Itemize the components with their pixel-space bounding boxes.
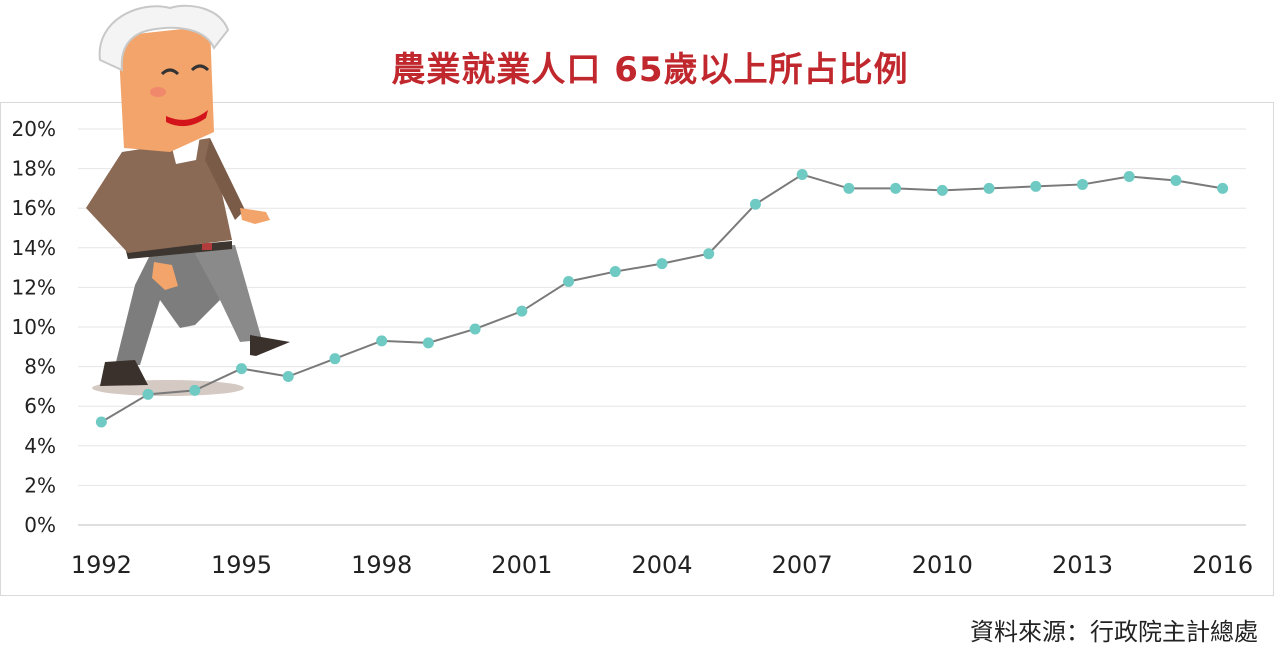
data-point: [1030, 180, 1042, 192]
eye-shape-left: [160, 68, 180, 76]
hair-shape: [98, 4, 230, 72]
series-polyline: [100, 173, 1223, 423]
data-point: [516, 305, 528, 317]
data-point: [656, 258, 668, 270]
y-tick-label: 10%: [12, 315, 56, 339]
hand-shape: [240, 208, 270, 224]
y-tick-label: 2%: [24, 473, 56, 497]
data-point: [95, 416, 107, 428]
data-point: [469, 323, 481, 335]
y-tick-label: 12%: [12, 275, 56, 299]
belt-buckle-shape: [202, 243, 212, 250]
eye-shape-right: [190, 64, 210, 72]
series-line: [100, 173, 1223, 423]
x-tick-label: 2010: [912, 551, 973, 579]
data-point: [142, 388, 154, 400]
mouth-shape: [166, 110, 208, 127]
data-point: [189, 384, 201, 396]
series-markers: [95, 169, 1229, 428]
trousers-shape-back: [192, 245, 262, 342]
x-tick-label: 2001: [491, 551, 552, 579]
y-tick-label: 0%: [24, 513, 56, 537]
shoe-shape-back: [250, 335, 290, 356]
data-point: [843, 182, 855, 194]
data-point: [1217, 182, 1229, 194]
trousers-shape: [115, 248, 220, 366]
data-point: [282, 371, 294, 382]
x-tick-label: 1992: [71, 551, 132, 579]
sweater-shape: [86, 138, 232, 253]
y-tick-label: 20%: [12, 117, 56, 141]
y-tick-label: 4%: [24, 434, 56, 458]
chart-title: 農業就業人口 65歲以上所占比例: [391, 50, 909, 90]
data-point: [1123, 171, 1135, 183]
sweater-arm-shape: [205, 138, 245, 220]
gridlines: [78, 128, 1246, 526]
x-tick-label: 2004: [631, 551, 692, 579]
data-point: [1170, 174, 1182, 186]
data-point: [796, 169, 808, 181]
elderly-farmer-illustration: [86, 4, 290, 396]
y-tick-label: 6%: [24, 394, 56, 418]
data-point: [890, 182, 902, 194]
data-point: [563, 275, 575, 287]
x-tick-label: 2007: [772, 551, 833, 579]
data-point: [1076, 178, 1088, 190]
data-point: [703, 248, 715, 260]
cheek-shape: [150, 87, 166, 97]
x-tick-label: 1998: [351, 551, 412, 579]
data-point: [609, 266, 621, 278]
shoe-shape: [100, 360, 148, 386]
y-tick-label: 8%: [24, 355, 56, 379]
y-tick-label: 16%: [12, 196, 56, 220]
y-tick-label: 18%: [12, 157, 56, 181]
x-tick-label: 1995: [211, 551, 272, 579]
data-point: [422, 337, 434, 349]
face-shape: [118, 26, 214, 152]
x-tick-label: 2016: [1192, 551, 1253, 579]
hand-shape-front: [152, 262, 178, 290]
x-axis-ticks: 1992 1995 1998 2001 2004 2007 2010 2013 2016: [71, 551, 1253, 579]
data-point: [983, 182, 995, 194]
data-point: [749, 198, 761, 210]
data-point: [236, 363, 248, 375]
source-note: 資料來源：行政院主計總處: [970, 618, 1258, 646]
data-point: [376, 335, 388, 347]
data-point: [329, 353, 341, 365]
y-tick-label: 14%: [12, 236, 56, 260]
data-point: [936, 184, 948, 196]
x-tick-label: 2013: [1052, 551, 1113, 579]
y-axis-ticks: 0% 2% 4% 6% 8% 10% 12% 14% 16% 18% 20%: [12, 117, 56, 537]
